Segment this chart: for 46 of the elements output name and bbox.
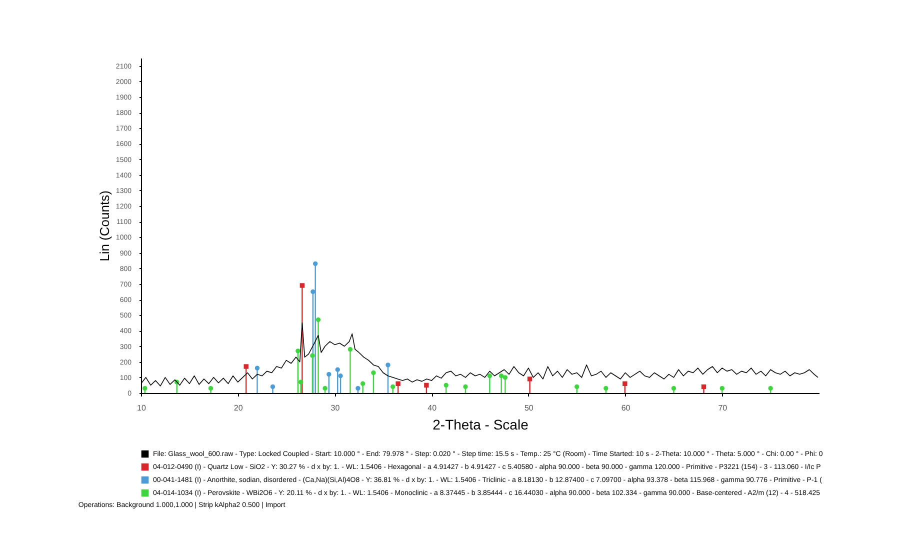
- x-tick-label: 30: [330, 404, 340, 412]
- point: [396, 381, 400, 386]
- point: [604, 386, 608, 391]
- point: [498, 374, 504, 378]
- point: [296, 348, 300, 354]
- point: [208, 386, 214, 391]
- point: [390, 384, 396, 390]
- point: [338, 374, 343, 378]
- point: [574, 384, 580, 390]
- point: [310, 289, 316, 294]
- x-tick-label: 60: [621, 404, 631, 412]
- y-axis-title: Lin (Counts): [96, 190, 112, 262]
- x-tick-label: 50: [524, 404, 534, 412]
- x-tick-label: 40: [428, 404, 438, 412]
- point: [671, 386, 676, 391]
- point: [622, 381, 628, 386]
- point: [313, 261, 318, 266]
- point: [424, 382, 429, 388]
- point: [371, 370, 376, 376]
- point: [142, 386, 148, 391]
- point: [316, 317, 321, 322]
- point: [326, 372, 332, 377]
- point: [386, 362, 390, 368]
- point: [768, 386, 773, 391]
- point: [310, 353, 315, 358]
- point: [254, 366, 260, 370]
- point: [463, 384, 468, 390]
- x-tick-label: 20: [234, 404, 244, 412]
- point: [444, 382, 448, 388]
- point: [335, 367, 340, 372]
- point: [701, 384, 706, 390]
- point: [360, 381, 366, 386]
- point: [300, 283, 305, 288]
- point: [244, 364, 248, 369]
- x-tick-label: 70: [718, 404, 728, 412]
- point: [487, 374, 492, 378]
- x-tick-label: 10: [137, 404, 146, 412]
- point: [298, 380, 304, 384]
- point: [502, 375, 508, 380]
- x-axis-title: 2-Theta - Scale: [432, 416, 529, 432]
- point: [720, 386, 724, 391]
- point: [270, 384, 276, 390]
- point: [322, 386, 328, 391]
- point: [527, 376, 532, 382]
- point: [348, 347, 353, 352]
- point: [356, 386, 360, 391]
